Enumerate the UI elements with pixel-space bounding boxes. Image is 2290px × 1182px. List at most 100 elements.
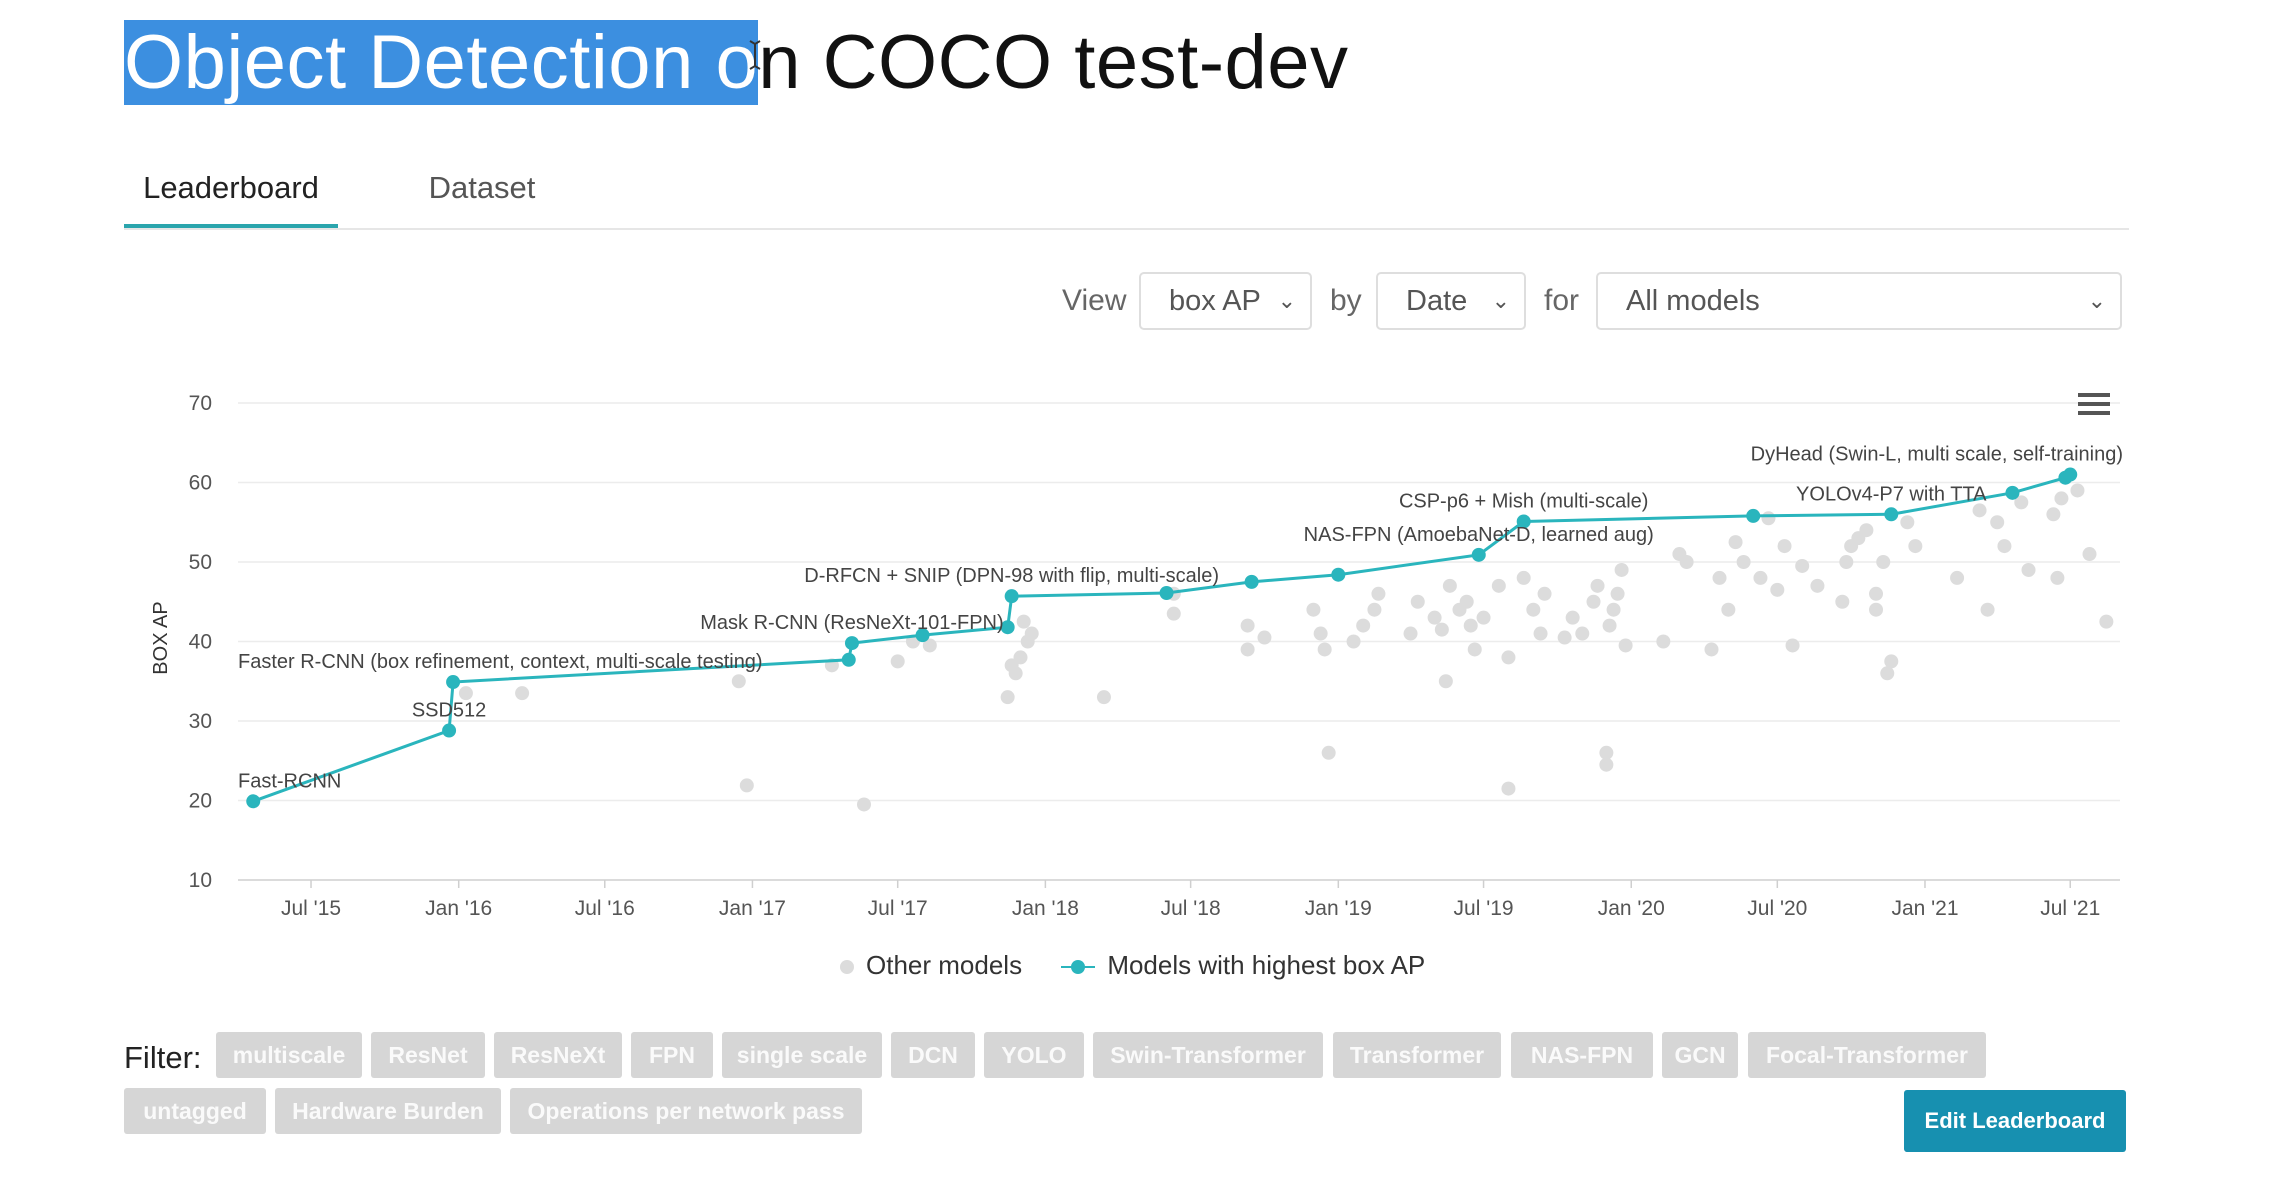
data-point-other: [2099, 614, 2114, 629]
data-point-other: [1016, 614, 1031, 629]
edit-leaderboard-button[interactable]: Edit Leaderboard: [1904, 1090, 2126, 1152]
data-point-best: [841, 652, 856, 667]
data-point-other: [1785, 638, 1800, 653]
data-point-other: [1317, 642, 1332, 657]
data-point-other: [1367, 602, 1382, 617]
data-point-other: [1434, 622, 1449, 637]
data-point-other: [1761, 511, 1776, 526]
data-point-other: [1410, 594, 1425, 609]
data-point-other: [890, 654, 905, 669]
data-point-other: [1438, 674, 1453, 689]
data-point-other: [1753, 570, 1768, 585]
data-point-other: [1557, 630, 1572, 645]
x-tick-label: Jul '21: [2040, 897, 2100, 920]
filter-chip[interactable]: Swin-Transformer: [1093, 1032, 1323, 1078]
data-point-best: [1244, 574, 1259, 589]
data-point-other: [1721, 602, 1736, 617]
text-cursor-icon: [749, 40, 761, 70]
filter-chip[interactable]: ResNeXt: [494, 1032, 622, 1078]
data-point-other: [922, 638, 937, 653]
data-point-other: [1908, 539, 1923, 554]
metric-select-value: box AP: [1169, 285, 1261, 317]
legend-best-label: Models with highest box AP: [1107, 949, 1426, 980]
data-point-best: [1516, 514, 1531, 529]
data-point-other: [1839, 555, 1854, 569]
x-axis-ticks: Jul '15 Jan '16 Jul '16 Jan '17 Jul '17 Jan '…: [281, 880, 2100, 920]
legend-item-other[interactable]: Other models: [840, 950, 1022, 981]
for-label: for: [1544, 284, 1580, 317]
data-point-other: [1346, 634, 1361, 649]
filter-chip[interactable]: multiscale: [216, 1032, 362, 1078]
data-label: Faster R-CNN (box refinement, context, m…: [238, 651, 763, 673]
legend-item-best[interactable]: Models with highest box AP: [1061, 950, 1425, 981]
data-point-other: [1565, 610, 1580, 625]
data-point-best: [2063, 467, 2078, 482]
filter-chip[interactable]: GCN: [1662, 1032, 1738, 1078]
data-point-best: [915, 628, 930, 643]
models-select[interactable]: All models ⌄: [1596, 272, 2122, 330]
data-point-other: [856, 797, 871, 812]
data-point-best: [844, 636, 859, 651]
tab-bar: Leaderboard Dataset: [124, 150, 2129, 230]
filter-chip[interactable]: DCN: [891, 1032, 975, 1078]
x-tick-label: Jul '16: [575, 897, 635, 920]
chevron-down-icon: ⌄: [1277, 288, 1296, 313]
metric-select[interactable]: box AP ⌄: [1139, 272, 1312, 330]
data-point-other: [1516, 570, 1531, 585]
data-point-other: [1586, 594, 1601, 609]
filter-chip[interactable]: Operations per network pass: [510, 1088, 862, 1134]
data-point-other: [1013, 650, 1028, 665]
x-tick-label: Jan '19: [1305, 897, 1372, 920]
leaderboard-chart: 10 20 30 40 50 60 70 Jul '15 Jan '16 Jul '16 Jan …: [150, 392, 2123, 920]
filter-chip[interactable]: Hardware Burden: [275, 1088, 501, 1134]
filter-label: Filter:: [124, 1040, 202, 1075]
data-point-best: [1000, 620, 1015, 635]
x-tick-label: Jul '17: [868, 897, 928, 920]
menu-icon[interactable]: [2078, 393, 2110, 415]
data-point-other: [1537, 586, 1552, 601]
data-point-other: [1575, 626, 1590, 641]
x-tick-label: Jan '16: [425, 897, 492, 920]
filter-chip[interactable]: Transformer: [1333, 1032, 1501, 1078]
x-tick-label: Jan '17: [719, 897, 786, 920]
best-models-labels: Fast-RCNN SSD512 Faster R-CNN (box refinem…: [238, 444, 2123, 793]
data-label: D-RFCN + SNIP (DPN-98 with flip, multi-s…: [804, 565, 1219, 587]
data-point-other: [2070, 483, 2085, 498]
data-point-other: [1526, 602, 1541, 617]
data-point-other: [1427, 610, 1442, 625]
data-point-other: [1728, 535, 1743, 550]
filter-chip[interactable]: YOLO: [984, 1032, 1084, 1078]
data-point-other: [1321, 745, 1336, 760]
data-point-other: [1096, 690, 1111, 705]
data-point-other: [1614, 562, 1629, 577]
data-point-other: [1008, 666, 1023, 681]
data-point-best: [1331, 567, 1346, 582]
data-point-other: [1491, 578, 1506, 593]
filter-chip[interactable]: untagged: [124, 1088, 266, 1134]
data-point-other: [1950, 570, 1965, 585]
data-point-other: [1403, 626, 1418, 641]
data-point-other: [1371, 586, 1386, 601]
best-models-line: [252, 473, 2072, 803]
filter-chip[interactable]: single scale: [722, 1032, 882, 1078]
tab-dataset[interactable]: Dataset: [428, 170, 536, 205]
data-point-other: [1459, 594, 1474, 609]
data-point-best: [1159, 586, 1174, 601]
x-tick-label: Jul '15: [281, 897, 341, 920]
filter-chip[interactable]: NAS-FPN: [1511, 1032, 1653, 1078]
y-tick-label: 40: [189, 631, 212, 654]
x-axis-select[interactable]: Date ⌄: [1376, 272, 1526, 330]
data-point-other: [2082, 547, 2097, 562]
data-point-other: [1880, 666, 1895, 681]
filter-chip[interactable]: Focal-Transformer: [1748, 1032, 1986, 1078]
data-point-other: [1900, 515, 1915, 530]
data-point-other: [458, 686, 473, 701]
data-point-other: [1257, 630, 1272, 645]
data-label: Mask R-CNN (ResNeXt-101-FPN): [700, 612, 1003, 634]
filter-chip[interactable]: FPN: [631, 1032, 713, 1078]
data-point-other: [515, 686, 530, 701]
filter-chip[interactable]: ResNet: [371, 1032, 485, 1078]
data-point-best: [2005, 485, 2020, 500]
models-select-value: All models: [1626, 285, 1760, 317]
tab-leaderboard[interactable]: Leaderboard: [124, 160, 338, 228]
